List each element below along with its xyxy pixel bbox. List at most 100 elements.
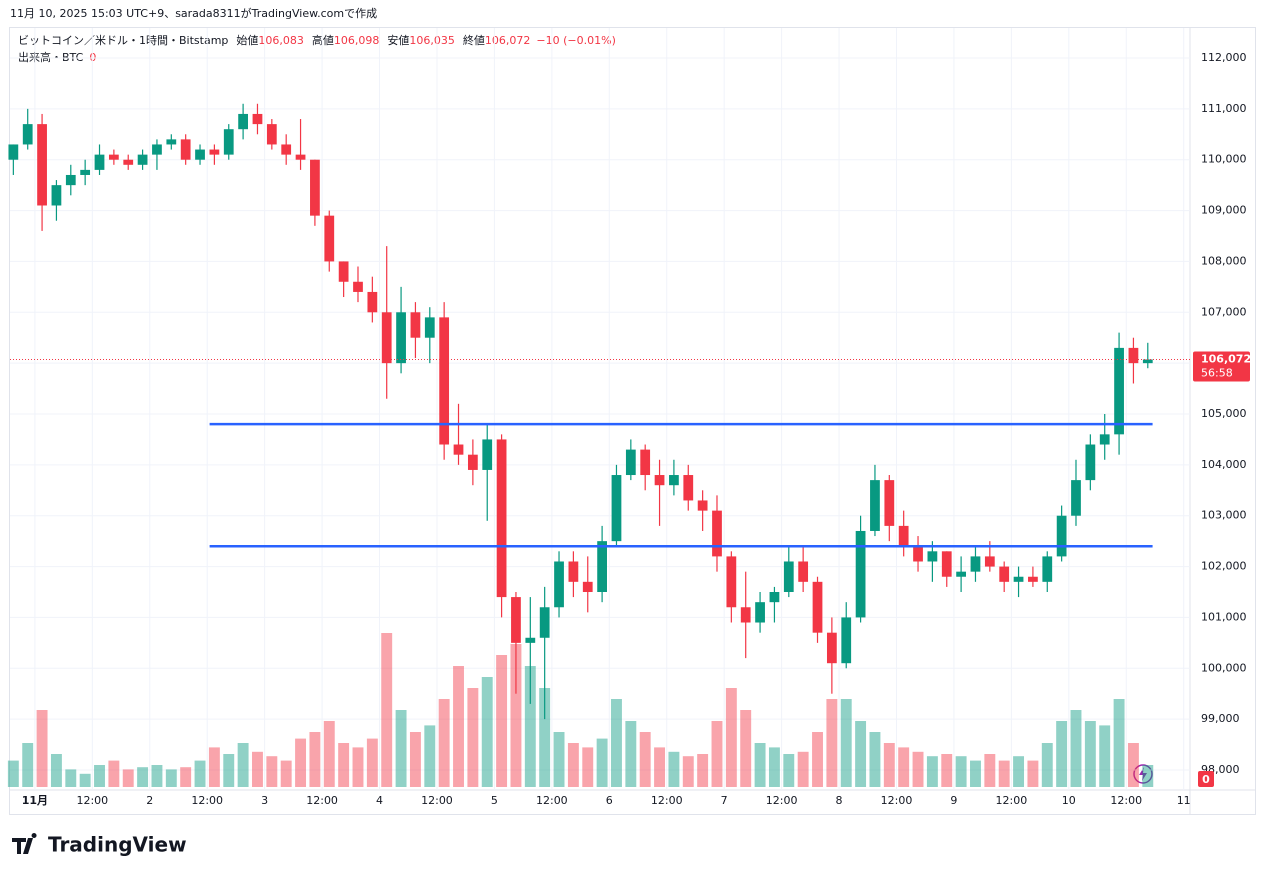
volume-bar [711,721,723,787]
volume-bar [1013,756,1025,787]
volume-bar [208,747,220,787]
x-tick-label: 8 [836,794,843,807]
candle-body [281,144,292,155]
countdown: 56:58 [1201,366,1233,379]
volume-bar [840,699,852,787]
volume-bar [453,666,464,787]
candle-body [65,174,76,186]
legend-value: 106,083 [258,34,304,47]
volume-bar [912,751,924,787]
volume-bar [740,710,752,787]
volume-bar [1084,721,1096,787]
candle-body [1142,359,1153,364]
x-tick-label: 6 [606,794,613,807]
x-tick-label: 10 [1062,794,1076,807]
candle-body [712,510,722,557]
candle-body [482,439,493,470]
y-tick-label: 103,000 [1201,509,1247,522]
volume-bar [467,688,479,787]
candle-body [180,139,191,160]
candle-body [496,439,507,598]
candle-body [640,449,651,476]
volume-bar [596,738,608,787]
volume-bar [783,754,795,787]
volume-bar [280,760,292,787]
volume-bar [869,732,881,787]
candle-body [1042,556,1053,582]
volume-bar [754,743,766,787]
volume-bar [338,743,350,787]
volume-bar [237,743,249,787]
candle-body [195,149,205,160]
candle-body [166,139,177,145]
x-tick-label: 5 [491,794,498,807]
volume-bar [510,644,522,787]
volume-bar [1070,710,1082,787]
grid [10,28,1190,790]
volume-bar [165,769,177,787]
candle-body [826,632,837,664]
last-price-label: 106,072 [1201,352,1251,365]
x-tick-label: 12:00 [881,794,913,807]
x-tick-label: 12:00 [536,794,568,807]
x-tick-label: 12:00 [421,794,453,807]
x-tick-label: 3 [261,794,268,807]
candle-body [1071,480,1081,516]
y-tick-label: 110,000 [1201,153,1247,166]
volume-bar [955,756,967,787]
volume-bar [984,754,996,787]
volume-bar [1127,743,1139,787]
volume-bar [424,725,436,787]
candle-body [209,149,220,155]
y-tick-label: 104,000 [1201,458,1247,471]
volume-bar [639,732,651,787]
legend-label: 高値 [312,33,334,47]
volume-bar [524,666,536,787]
candle-body [841,617,852,664]
candle-body [108,154,119,160]
volume-bar [725,688,737,787]
candle-body [353,281,363,292]
candle-body [769,592,780,603]
volume-bar [94,765,105,787]
candle-body [238,113,248,130]
y-tick-label: 109,000 [1201,204,1247,217]
y-tick-label: 112,000 [1201,51,1247,64]
volume-bar [50,754,62,787]
x-tick-label: 12:00 [651,794,683,807]
volume-value-box [1198,771,1214,787]
volume-bar [194,760,206,787]
y-tick-label: 100,000 [1201,661,1247,674]
x-tick-label: 12:00 [191,794,223,807]
candle-body [539,607,550,638]
y-tick-label: 101,000 [1201,610,1247,623]
volume-bar [855,721,867,787]
volume-bar [1142,765,1154,787]
candle-body [941,551,952,577]
volume-bar [151,765,163,787]
candle-body [855,530,866,618]
volume-bar [36,710,48,787]
candle-body [396,312,406,364]
candle-body [37,124,47,206]
y-tick-label: 111,000 [1201,102,1247,115]
legend-header: ビットコイン／米ドル・1時間・Bitstamp 始値106,083 高値106,09… [18,33,616,47]
candle-body [381,312,392,364]
volume-bar [941,754,953,787]
candle-body [252,113,263,125]
volume-bar [970,760,981,787]
candle-body [1013,576,1024,582]
candle-body [898,525,909,547]
volume-bar [266,756,278,787]
volume-bar [1027,760,1039,787]
legend-value: 106,035 [409,34,455,47]
volume-bar [768,747,780,787]
candle-body [697,500,708,511]
x-tick-label: 12:00 [306,794,338,807]
volume-bar [352,747,364,787]
candle-body [453,444,464,455]
candle-body [669,475,679,486]
candle-body [798,561,809,582]
volume-bar [582,747,594,787]
candle-body [582,581,593,592]
